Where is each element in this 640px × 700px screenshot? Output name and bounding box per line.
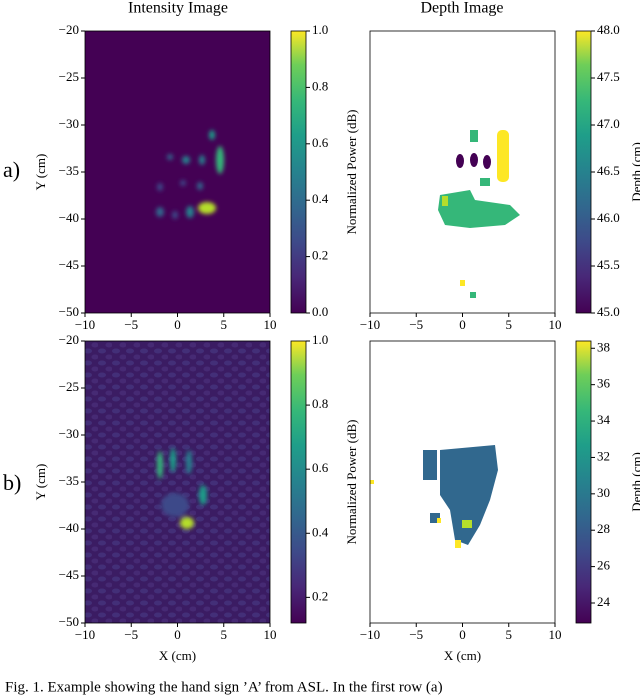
colorbar-label: Normalized Power (dB)	[344, 420, 359, 545]
y-tick-label: −35	[59, 163, 79, 178]
y-tick-label: −30	[59, 426, 79, 441]
colorbar-tick-label: 32	[597, 448, 610, 463]
colorbar-tick-label: 1.0	[312, 22, 328, 37]
depth-blobs	[370, 445, 498, 548]
intensity-blobs	[157, 448, 207, 529]
column-title: Intensity Image	[128, 0, 228, 17]
colorbar-tick-label: 45.0	[597, 304, 620, 319]
colorbar-label: Depth (cm)	[629, 142, 640, 202]
x-tick-label: 0	[174, 317, 181, 332]
colorbar-tick-label: 0.6	[312, 460, 329, 475]
colorbar	[575, 30, 592, 314]
x-tick-label: 5	[506, 317, 513, 332]
y-axis-label: Y (cm)	[33, 464, 48, 501]
colorbar-tick-label: 46.5	[597, 163, 620, 178]
x-tick-label: 5	[221, 627, 228, 642]
x-tick-label: 5	[506, 627, 513, 642]
x-tick-label: −5	[409, 627, 423, 642]
colorbar-tick-label: 26	[597, 558, 611, 573]
x-tick-label: −10	[360, 317, 380, 332]
colorbar-tick-label: 36	[597, 376, 611, 391]
x-tick-label: 10	[264, 627, 277, 642]
x-axis-label: X (cm)	[159, 648, 196, 663]
row-label: a)	[3, 157, 20, 182]
intensity-blobs	[156, 130, 224, 219]
colorbar-tick-label: 45.5	[597, 257, 620, 272]
x-tick-label: −5	[124, 627, 138, 642]
colorbar-tick-label: 47.0	[597, 116, 620, 131]
colorbar-tick-label: 0.4	[312, 191, 329, 206]
x-tick-label: 0	[459, 317, 466, 332]
colorbar-tick-label: 48.0	[597, 22, 620, 37]
image-background	[85, 31, 270, 313]
colorbar-tick-label: 0.6	[312, 135, 329, 150]
y-tick-label: −50	[59, 304, 79, 319]
colorbar-tick-label: 47.5	[597, 69, 620, 84]
colorbar-tick-label: 0.0	[312, 304, 328, 319]
colorbar	[575, 340, 592, 624]
colorbar-tick-label: 0.2	[312, 588, 328, 603]
colorbar-label: Normalized Power (dB)	[344, 110, 359, 235]
column-title: Depth Image	[420, 0, 503, 17]
colorbar-tick-label: 28	[597, 521, 610, 536]
colorbar-tick-label: 0.8	[312, 78, 328, 93]
colorbar-tick-label: 0.2	[312, 248, 328, 263]
x-tick-label: −5	[124, 317, 138, 332]
caption: Fig. 1. Example showing the hand sign ’A…	[5, 679, 443, 695]
x-tick-label: −10	[360, 627, 380, 642]
x-tick-label: −10	[75, 317, 95, 332]
x-tick-label: 5	[221, 317, 228, 332]
y-tick-label: −20	[59, 332, 79, 347]
y-tick-label: −25	[59, 379, 79, 394]
x-tick-label: 0	[174, 627, 181, 642]
y-tick-label: −25	[59, 69, 79, 84]
y-tick-label: −40	[59, 520, 79, 535]
colorbar-tick-label: 38	[597, 339, 610, 354]
colorbar	[290, 340, 307, 624]
y-tick-label: −45	[59, 567, 79, 582]
image-background	[370, 31, 555, 313]
y-tick-label: −45	[59, 257, 79, 272]
depth-blobs	[438, 130, 520, 298]
y-tick-label: −20	[59, 22, 79, 37]
y-tick-label: −40	[59, 210, 79, 225]
colorbar-tick-label: 0.8	[312, 396, 328, 411]
x-axis-label: X (cm)	[444, 648, 481, 663]
colorbar-tick-label: 24	[597, 594, 611, 609]
y-tick-label: −30	[59, 116, 79, 131]
image-background	[85, 341, 270, 623]
colorbar-tick-label: 30	[597, 485, 610, 500]
x-tick-label: 10	[264, 317, 277, 332]
colorbar-tick-label: 1.0	[312, 332, 328, 347]
x-tick-label: 10	[549, 317, 562, 332]
colorbar-tick-label: 46.0	[597, 210, 620, 225]
y-axis-label: Y (cm)	[33, 154, 48, 191]
y-tick-label: −35	[59, 473, 79, 488]
row-label: b)	[3, 470, 21, 495]
x-tick-label: 0	[459, 627, 466, 642]
colorbar-tick-label: 34	[597, 412, 611, 427]
y-tick-label: −50	[59, 614, 79, 629]
x-tick-label: −10	[75, 627, 95, 642]
x-tick-label: −5	[409, 317, 423, 332]
colorbar-label: Depth (cm)	[629, 452, 640, 512]
colorbar	[290, 30, 307, 314]
colorbar-tick-label: 0.4	[312, 524, 329, 539]
x-tick-label: 10	[549, 627, 562, 642]
